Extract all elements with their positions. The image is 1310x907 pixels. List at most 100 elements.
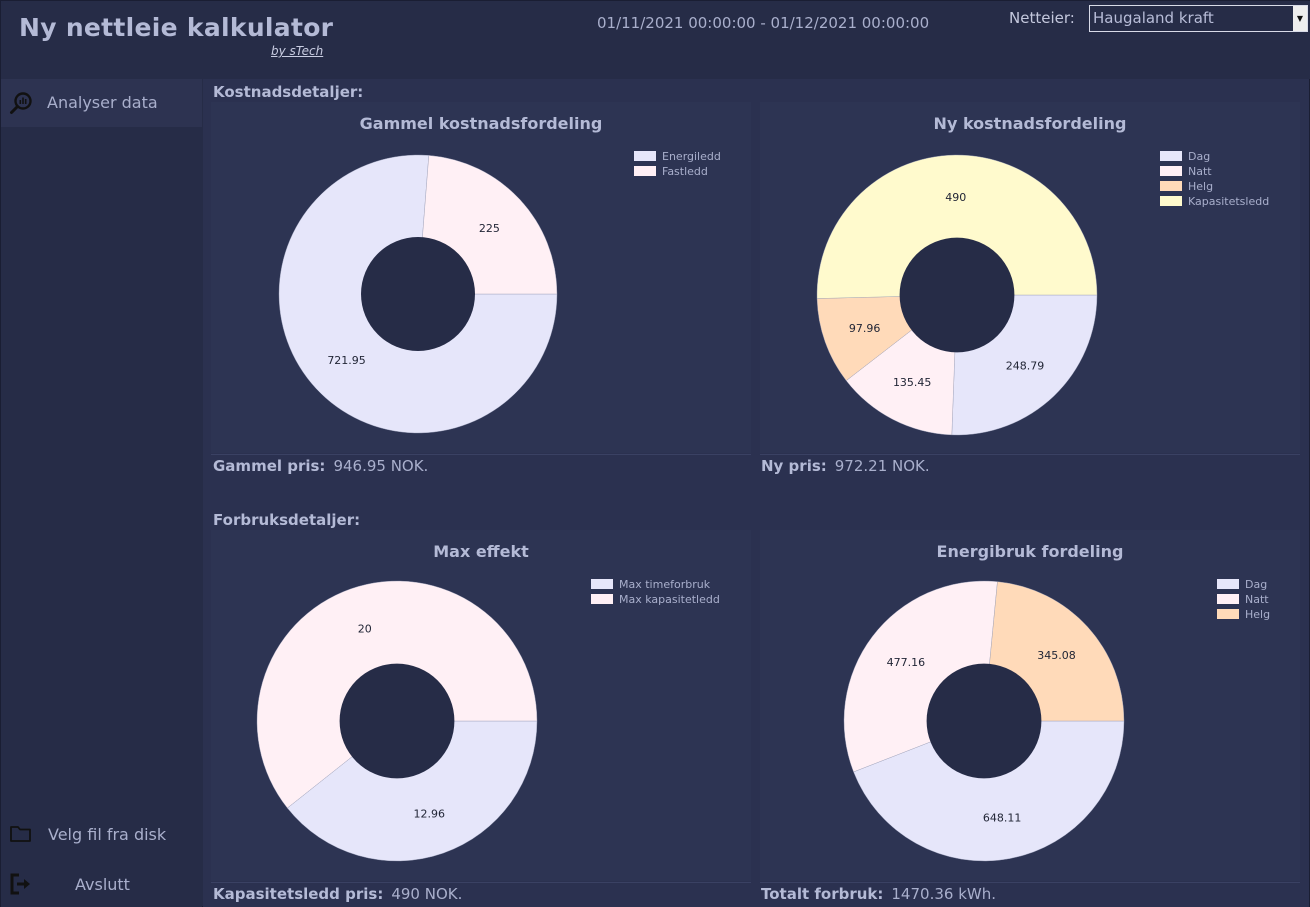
legend-entry: Max kapasitetledd <box>591 593 720 608</box>
legend-entry: Energiledd <box>634 150 721 165</box>
legend-label: Max kapasitetledd <box>619 593 720 606</box>
legend-entry: Helg <box>1160 180 1269 195</box>
slice-value-label: 648.11 <box>983 811 1022 824</box>
capacity-price-value: 490 NOK. <box>391 885 463 903</box>
owner-select[interactable]: Haugaland kraft ▼ <box>1089 5 1308 32</box>
folder-icon <box>10 826 31 842</box>
legend-label: Fastledd <box>662 165 708 178</box>
total-usage-value: 1470.36 kWh. <box>891 885 996 903</box>
slice-value-label: 477.16 <box>887 656 926 669</box>
legend-entry: Natt <box>1160 165 1269 180</box>
slice-value-label: 490 <box>945 191 966 204</box>
slice-value-label: 97.96 <box>849 322 881 335</box>
legend-label: Kapasitetsledd <box>1188 195 1270 208</box>
chart-title: Ny kostnadsfordeling <box>933 114 1127 133</box>
legend-entry: Fastledd <box>634 165 721 180</box>
sidebar-item-label: Velg fil fra disk <box>48 825 167 844</box>
slice-value-label: 20 <box>358 622 372 635</box>
sidebar-item-label: Avslutt <box>75 875 130 894</box>
sidebar-item-open-file[interactable]: Velg fil fra disk <box>1 810 202 858</box>
divider <box>211 454 751 455</box>
chart-title: Max effekt <box>433 542 529 561</box>
legend-label: Natt <box>1245 593 1269 606</box>
legend-swatch <box>634 151 656 161</box>
chart-panel-old-cost: Gammel kostnadsfordeling Energiledd Fastl… <box>211 102 751 453</box>
legend-swatch <box>1217 594 1239 604</box>
old-price-line: Gammel pris: 946.95 NOK. <box>213 457 428 478</box>
legend-swatch <box>1160 151 1182 161</box>
new-price-value: 972.21 NOK. <box>834 457 930 475</box>
legend-swatch <box>591 579 613 589</box>
legend-swatch <box>1217 609 1239 619</box>
donut-chart: 12.96 20 <box>256 580 538 862</box>
legend-label: Helg <box>1245 608 1271 621</box>
section-title-cost: Kostnadsdetaljer: <box>213 83 364 101</box>
date-range: 01/11/2021 00:00:00 - 01/12/2021 00:00:0… <box>597 14 930 32</box>
legend-entry: Dag <box>1160 150 1269 165</box>
owner-selected-value: Haugaland kraft <box>1093 9 1214 27</box>
legend-swatch <box>591 594 613 604</box>
total-usage-label: Totalt forbruk: <box>761 885 884 903</box>
old-price-label: Gammel pris: <box>213 457 326 475</box>
legend-swatch <box>1160 196 1182 206</box>
app-title: Ny nettleie kalkulator <box>19 13 334 42</box>
exit-icon <box>10 873 30 895</box>
sidebar: Analyser data Velg fil fra disk Avslutt <box>1 79 202 907</box>
chart-title: Energibruk fordeling <box>936 542 1124 561</box>
divider <box>760 454 1300 455</box>
section-title-usage: Forbruksdetaljer: <box>213 511 361 529</box>
legend-swatch <box>1160 181 1182 191</box>
legend-label: Dag <box>1188 150 1211 163</box>
legend-entry: Natt <box>1217 593 1270 608</box>
donut-hole <box>361 237 475 351</box>
legend-label: Natt <box>1188 165 1212 178</box>
slice-value-label: 721.95 <box>327 354 366 367</box>
old-price-value: 946.95 NOK. <box>333 457 429 475</box>
legend-label: Max timeforbruk <box>619 578 711 591</box>
legend-swatch <box>1217 579 1239 589</box>
owner-label: Netteier: <box>1009 9 1075 27</box>
chart-panel-max-effect: Max effekt Max timeforbruk Max kapasitetl… <box>211 530 751 881</box>
donut-hole <box>339 663 455 779</box>
pie-slice-dag <box>853 720 1125 862</box>
legend-label: Energiledd <box>662 150 721 163</box>
new-price-line: Ny pris: 972.21 NOK. <box>761 457 930 478</box>
chart-legend: Dag Natt Helg Kapasitetsledd <box>1160 150 1269 210</box>
chart-panel-energy-usage: Energibruk fordeling Dag Natt Helg 648.11 4… <box>760 530 1300 881</box>
slice-value-label: 135.45 <box>893 376 932 389</box>
sidebar-item-label: Analyser data <box>47 93 158 112</box>
slice-value-label: 12.96 <box>414 808 446 821</box>
capacity-price-line: Kapasitetsledd pris: 490 NOK. <box>213 885 462 906</box>
chart-legend: Energiledd Fastledd <box>634 150 721 180</box>
slice-value-label: 345.08 <box>1037 649 1076 662</box>
capacity-price-label: Kapasitetsledd pris: <box>213 885 384 903</box>
chart-legend: Max timeforbruk Max kapasitetledd <box>591 578 720 608</box>
analytics-icon <box>10 92 32 114</box>
chart-legend: Dag Natt Helg <box>1217 578 1270 623</box>
slice-value-label: 248.79 <box>1006 360 1045 373</box>
donut-chart: 648.11 477.16 345.08 <box>843 580 1125 862</box>
divider <box>211 882 751 883</box>
pie-slice-kapasitetsledd <box>816 154 1098 299</box>
divider <box>760 882 1300 883</box>
slice-value-label: 225 <box>479 222 500 235</box>
pie-slice-max-timeforbruk <box>287 720 538 862</box>
chevron-down-icon[interactable]: ▼ <box>1293 6 1307 31</box>
sidebar-item-exit[interactable]: Avslutt <box>1 860 202 907</box>
legend-swatch <box>1160 166 1182 176</box>
donut-chart: 248.79 135.45 97.96 490 <box>816 154 1098 436</box>
app-subtitle-link[interactable]: by sTech <box>271 44 324 58</box>
legend-entry: Helg <box>1217 608 1270 623</box>
legend-entry: Dag <box>1217 578 1270 593</box>
donut-hole <box>926 663 1042 779</box>
chart-panel-new-cost: Ny kostnadsfordeling Dag Natt Helg Kapasite… <box>760 102 1300 453</box>
legend-label: Helg <box>1188 180 1214 193</box>
sidebar-item-analyse[interactable]: Analyser data <box>1 79 202 127</box>
legend-swatch <box>634 166 656 176</box>
chart-title: Gammel kostnadsfordeling <box>359 114 603 133</box>
total-usage-line: Totalt forbruk: 1470.36 kWh. <box>761 885 996 906</box>
legend-entry: Kapasitetsledd <box>1160 195 1269 210</box>
legend-label: Dag <box>1245 578 1268 591</box>
legend-entry: Max timeforbruk <box>591 578 720 593</box>
